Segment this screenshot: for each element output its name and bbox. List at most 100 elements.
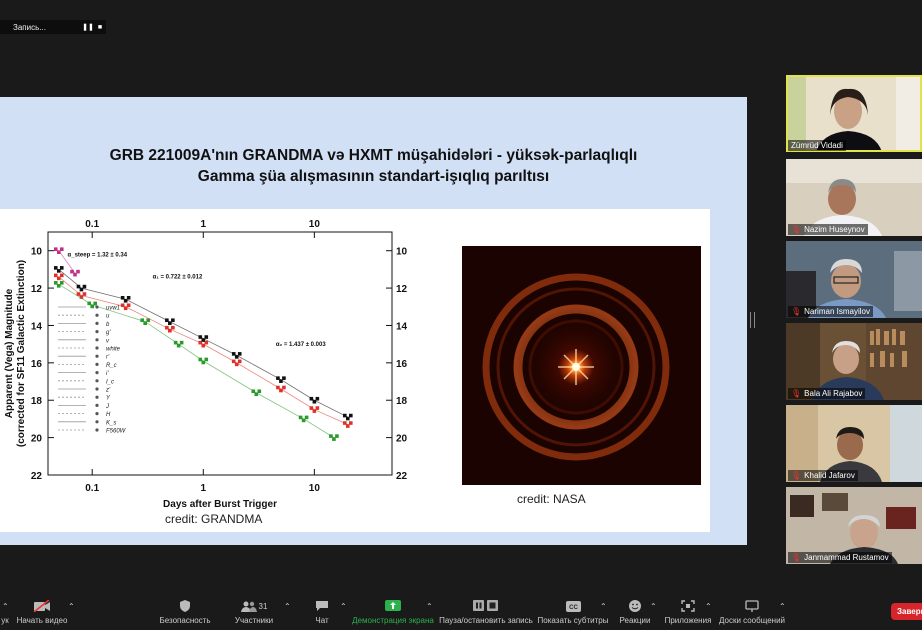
participant-tile[interactable]: 🎙 Khalid Jafarov <box>786 405 922 482</box>
meeting-toolbar <box>0 594 922 630</box>
legend-label: b <box>106 322 110 328</box>
stop-recording-icon[interactable]: ■ <box>97 23 103 31</box>
share-screen-icon <box>385 598 401 614</box>
legend-label: R_c <box>106 363 117 369</box>
participant-tile[interactable]: Zümrüd Vidadi <box>786 75 922 152</box>
data-point <box>257 389 262 394</box>
mute-options-caret[interactable]: ⌃ <box>2 602 9 611</box>
legend-label: uvw1 <box>106 306 120 312</box>
recording-indicator: Запись... ❚❚ ■ <box>0 20 106 34</box>
chat-button[interactable]: Чат <box>306 594 338 630</box>
slide-title: GRB 221009A'nın GRANDMA və HXMT müşahidə… <box>0 145 747 187</box>
data-point <box>201 338 206 342</box>
legend-marker <box>95 330 99 334</box>
data-point <box>254 392 259 397</box>
legend-marker <box>95 403 99 407</box>
participant-tile[interactable]: 🎙 Nariman Ismayilov <box>786 241 922 318</box>
legend-label: K_s <box>106 420 116 426</box>
captions-options-caret[interactable]: ⌃ <box>600 602 607 611</box>
data-point <box>56 269 61 273</box>
participant-tile[interactable]: 🎙 Nazim Huseynov <box>786 159 922 236</box>
share-screen-button[interactable]: Демонстрация экрана <box>352 594 434 630</box>
data-point <box>315 396 320 401</box>
pause-stop-recording-button[interactable]: Пауза/остановить запись <box>439 594 533 630</box>
legend-label: J <box>105 404 110 410</box>
participants-options-caret[interactable]: ⌃ <box>284 602 291 611</box>
data-point <box>79 295 84 299</box>
whiteboards-options-caret[interactable]: ⌃ <box>779 602 786 611</box>
whiteboards-button[interactable]: Доски сообщений <box>718 594 786 630</box>
data-point <box>123 306 128 311</box>
end-meeting-button[interactable]: Заверш <box>891 603 922 620</box>
data-point <box>56 276 61 281</box>
start-video-button[interactable]: Начать видео <box>14 594 70 630</box>
y-axis-label-2: (corrected for SF11 Galactic Extinction) <box>16 260 27 447</box>
y-tick-label: 14 <box>31 321 43 332</box>
data-point <box>123 298 128 303</box>
data-point <box>198 357 203 362</box>
smiley-icon <box>628 598 642 614</box>
participant-video <box>786 241 922 318</box>
participant-name: 🎙 Bala Ali Rajabov <box>788 388 866 399</box>
data-point <box>198 340 203 345</box>
data-point <box>276 376 280 380</box>
participants-button[interactable]: 31 Участники <box>228 594 280 630</box>
data-point <box>176 343 181 348</box>
data-point <box>56 284 61 288</box>
data-point <box>87 301 92 306</box>
legend-marker <box>95 379 99 383</box>
data-point <box>282 376 286 380</box>
security-button[interactable]: Безопасность <box>157 594 213 630</box>
x-tick-label: 1 <box>200 483 206 494</box>
legend-label: I_c <box>106 379 114 385</box>
participant-tile[interactable]: 🎙 Janmammad Rustamov <box>786 487 922 564</box>
legend-label: i' <box>106 371 109 377</box>
reactions-label: Реакции <box>619 616 651 625</box>
data-point <box>276 385 280 390</box>
slide-title-line2: Gamma şüa alışmasının standart-işıqlıq p… <box>197 168 550 185</box>
reactions-options-caret[interactable]: ⌃ <box>650 602 657 611</box>
legend-marker <box>95 338 99 342</box>
participant-tile[interactable]: 🎙 Bala Ali Rajabov <box>786 323 922 400</box>
legend-label: white <box>106 347 121 353</box>
legend-label: u <box>106 314 110 320</box>
data-point <box>73 272 77 277</box>
chat-options-caret[interactable]: ⌃ <box>340 602 347 611</box>
data-point <box>168 328 172 333</box>
data-point <box>345 424 350 428</box>
slope-annotation: α₂ = 1.437 ± 0.003 <box>276 342 327 348</box>
data-point <box>93 301 98 306</box>
data-point <box>237 352 242 356</box>
pause-recording-icon[interactable]: ❚❚ <box>82 24 94 31</box>
data-point <box>309 406 314 410</box>
x-axis-label: Days after Burst Trigger <box>163 499 277 510</box>
view-splitter-handle[interactable] <box>750 312 755 328</box>
data-point <box>53 273 58 278</box>
data-point <box>76 292 81 296</box>
video-options-caret[interactable]: ⌃ <box>68 602 75 611</box>
data-point <box>329 434 333 438</box>
legend-label: F560W <box>106 429 127 435</box>
show-captions-button[interactable]: CC Показать субтитры <box>538 594 608 630</box>
apps-button[interactable]: Приложения <box>664 594 712 630</box>
muted-mic-icon: 🎙 <box>791 307 802 316</box>
data-point <box>120 303 125 308</box>
data-point <box>143 321 148 326</box>
participant-name: 🎙 Janmammad Rustamov <box>788 552 892 563</box>
apps-options-caret[interactable]: ⌃ <box>705 602 712 611</box>
data-point <box>59 273 64 278</box>
whiteboards-label: Доски сообщений <box>718 616 785 625</box>
data-point <box>53 266 58 270</box>
data-point <box>301 418 306 423</box>
y-tick-label-right: 16 <box>396 359 408 370</box>
share-options-caret[interactable]: ⌃ <box>426 602 433 611</box>
x-tick-label: 10 <box>309 483 321 494</box>
show-captions-label: Показать субтитры <box>537 616 609 625</box>
data-point <box>126 303 131 308</box>
participant-video <box>786 323 922 400</box>
data-point <box>198 335 203 339</box>
x-tick-label-top: 10 <box>309 219 321 230</box>
y-tick-label-right: 12 <box>396 284 408 295</box>
reactions-button[interactable]: Реакции <box>618 594 652 630</box>
data-point <box>234 355 239 359</box>
